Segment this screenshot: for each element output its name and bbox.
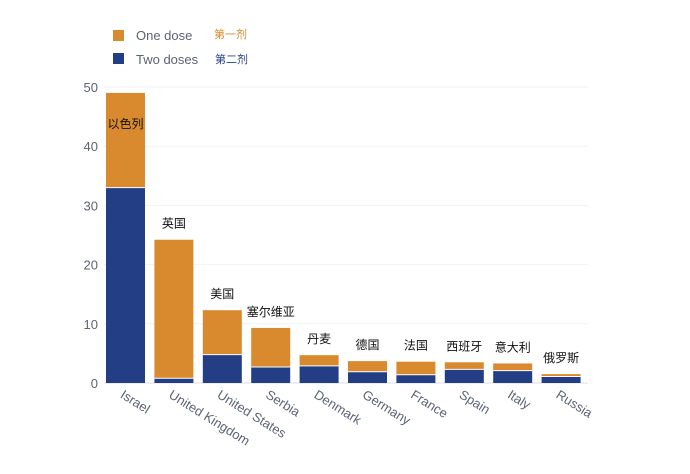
- bar-label-cn: 意大利: [495, 339, 531, 354]
- bar-label-cn: 塞尔维亚: [247, 304, 295, 319]
- bar-label-cn: 西班牙: [446, 339, 482, 353]
- bar-one-dose-serbia[interactable]: [251, 327, 291, 368]
- legend-item-two-doses[interactable]: Two doses 第二剂: [113, 52, 248, 67]
- y-tick-label: 20: [84, 258, 98, 273]
- legend-label-one-dose: One dose: [136, 28, 192, 43]
- legend-label-two-doses: Two doses: [136, 52, 199, 67]
- bar-two-doses-france[interactable]: [396, 374, 436, 383]
- bar-label-cn: 法国: [404, 339, 428, 353]
- legend-label-one-dose-cn: 第一剂: [214, 27, 247, 41]
- bar-two-doses-serbia[interactable]: [251, 367, 291, 383]
- bar-one-dose-germany[interactable]: [348, 361, 387, 372]
- legend-item-one-dose[interactable]: One dose 第一剂: [113, 27, 247, 43]
- bar-two-doses-italy[interactable]: [493, 370, 533, 383]
- bar-one-dose-denmark[interactable]: [299, 355, 339, 366]
- y-axis: 0 10 20 30 40 50: [84, 80, 98, 391]
- bar-one-dose-russia[interactable]: [541, 374, 581, 377]
- legend: One dose 第一剂 Two doses 第二剂: [113, 27, 248, 67]
- bar-label-cn: 以色列: [107, 117, 143, 131]
- bar-two-doses-israel[interactable]: [106, 187, 145, 383]
- legend-label-two-doses-cn: 第二剂: [215, 52, 248, 66]
- x-tick-label: France: [408, 387, 450, 421]
- legend-swatch-two-doses: [113, 53, 124, 64]
- y-tick-label: 50: [84, 80, 98, 95]
- x-tick-label: Israel: [118, 387, 153, 417]
- bar-one-dose-spain[interactable]: [444, 362, 484, 370]
- bar-one-dose-united-states[interactable]: [202, 310, 242, 355]
- y-tick-label: 10: [84, 317, 98, 332]
- x-tick-label: United Kingdom: [166, 387, 252, 449]
- bar-label-cn: 丹麦: [307, 332, 331, 346]
- x-tick-label: Germany: [360, 387, 414, 428]
- x-tick-label: Denmark: [312, 387, 365, 428]
- bar-two-doses-germany[interactable]: [348, 371, 387, 383]
- bar-two-doses-united-states[interactable]: [202, 354, 242, 383]
- bar-label-cn: 英国: [162, 217, 186, 231]
- bar-two-doses-united-kingdom[interactable]: [154, 378, 194, 383]
- bar-one-dose-united-kingdom[interactable]: [154, 239, 194, 379]
- x-tick-label: Spain: [457, 387, 493, 417]
- bar-label-cn: 美国: [210, 287, 234, 301]
- y-tick-label: 30: [84, 198, 98, 213]
- bar-label-cn: 俄罗斯: [543, 351, 579, 365]
- y-tick-label: 0: [91, 376, 98, 391]
- legend-swatch-one-dose: [113, 30, 124, 41]
- bar-one-dose-israel[interactable]: [106, 92, 145, 188]
- bar-two-doses-russia[interactable]: [541, 376, 581, 383]
- y-tick-label: 40: [84, 139, 98, 154]
- bars: [106, 92, 581, 383]
- bar-two-doses-spain[interactable]: [444, 369, 484, 383]
- x-tick-label: Italy: [505, 387, 534, 413]
- x-tick-label: Russia: [554, 387, 596, 421]
- bar-one-dose-france[interactable]: [396, 361, 436, 375]
- bar-two-doses-denmark[interactable]: [299, 365, 339, 383]
- bar-one-dose-italy[interactable]: [493, 363, 533, 371]
- bar-label-cn: 德国: [355, 337, 379, 352]
